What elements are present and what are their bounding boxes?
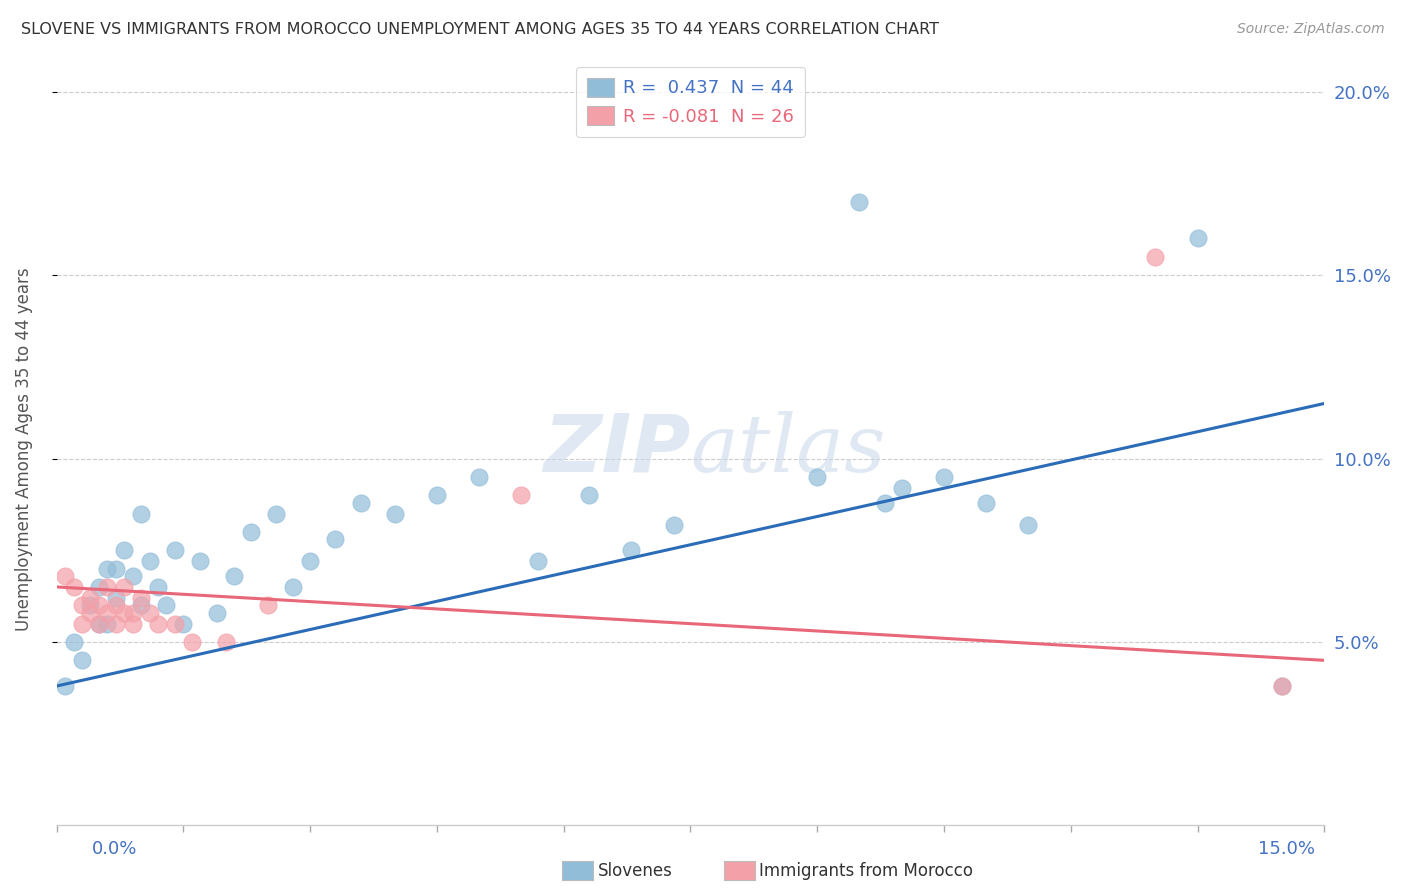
Point [70, 616, 93, 631]
Point [188, 554, 211, 568]
Point [96, 580, 118, 594]
Point [155, 599, 177, 613]
Point [890, 481, 912, 495]
Point [1017, 517, 1039, 532]
Point [163, 616, 186, 631]
Text: Source: ZipAtlas.com: Source: ZipAtlas.com [1237, 22, 1385, 37]
Point [578, 488, 600, 502]
Point [848, 194, 870, 209]
Legend: R =  0.437  N = 44, R = -0.081  N = 26: R = 0.437 N = 44, R = -0.081 N = 26 [576, 67, 804, 136]
Point [1144, 250, 1167, 264]
Point [112, 580, 135, 594]
Point [974, 495, 997, 509]
Point [79, 599, 101, 613]
Point [104, 616, 127, 631]
Point [266, 507, 288, 521]
Point [214, 635, 236, 649]
Point [806, 470, 828, 484]
Point [172, 616, 194, 631]
Point [87, 599, 110, 613]
Text: Slovenes: Slovenes [598, 862, 672, 880]
Text: 0.0%: 0.0% [91, 840, 136, 858]
Point [163, 543, 186, 558]
Point [70, 653, 93, 667]
Point [112, 606, 135, 620]
Point [79, 591, 101, 605]
Point [527, 554, 550, 568]
Point [53, 569, 76, 583]
Point [121, 569, 143, 583]
Point [468, 470, 491, 484]
Point [96, 606, 118, 620]
Text: ZIP: ZIP [543, 410, 690, 488]
Point [222, 569, 245, 583]
Point [932, 470, 955, 484]
Point [138, 606, 160, 620]
Text: Immigrants from Morocco: Immigrants from Morocco [759, 862, 973, 880]
Text: SLOVENE VS IMMIGRANTS FROM MOROCCO UNEMPLOYMENT AMONG AGES 35 TO 44 YEARS CORREL: SLOVENE VS IMMIGRANTS FROM MOROCCO UNEMP… [21, 22, 939, 37]
Point [662, 517, 685, 532]
Point [129, 507, 152, 521]
Point [104, 599, 127, 613]
Point [87, 580, 110, 594]
Point [510, 488, 533, 502]
Point [1271, 679, 1294, 693]
Point [121, 606, 143, 620]
Y-axis label: Unemployment Among Ages 35 to 44 years: Unemployment Among Ages 35 to 44 years [15, 268, 32, 632]
Point [62, 635, 84, 649]
Point [87, 616, 110, 631]
Point [257, 599, 280, 613]
Point [70, 599, 93, 613]
Point [384, 507, 406, 521]
Point [53, 679, 76, 693]
Point [96, 561, 118, 575]
Point [62, 580, 84, 594]
Point [299, 554, 322, 568]
Point [104, 561, 127, 575]
Point [79, 606, 101, 620]
Point [146, 616, 169, 631]
Point [1271, 679, 1294, 693]
Point [138, 554, 160, 568]
Point [620, 543, 643, 558]
Point [873, 495, 896, 509]
Point [129, 599, 152, 613]
Point [121, 616, 143, 631]
Text: atlas: atlas [690, 410, 886, 488]
Point [205, 606, 228, 620]
Point [96, 616, 118, 631]
Point [146, 580, 169, 594]
Point [426, 488, 449, 502]
Point [240, 524, 263, 539]
Point [87, 616, 110, 631]
Point [129, 591, 152, 605]
Text: 15.0%: 15.0% [1257, 840, 1315, 858]
Point [283, 580, 305, 594]
Point [112, 543, 135, 558]
Point [1187, 231, 1209, 245]
Point [180, 635, 202, 649]
Point [325, 533, 347, 547]
Point [104, 591, 127, 605]
Point [350, 495, 373, 509]
